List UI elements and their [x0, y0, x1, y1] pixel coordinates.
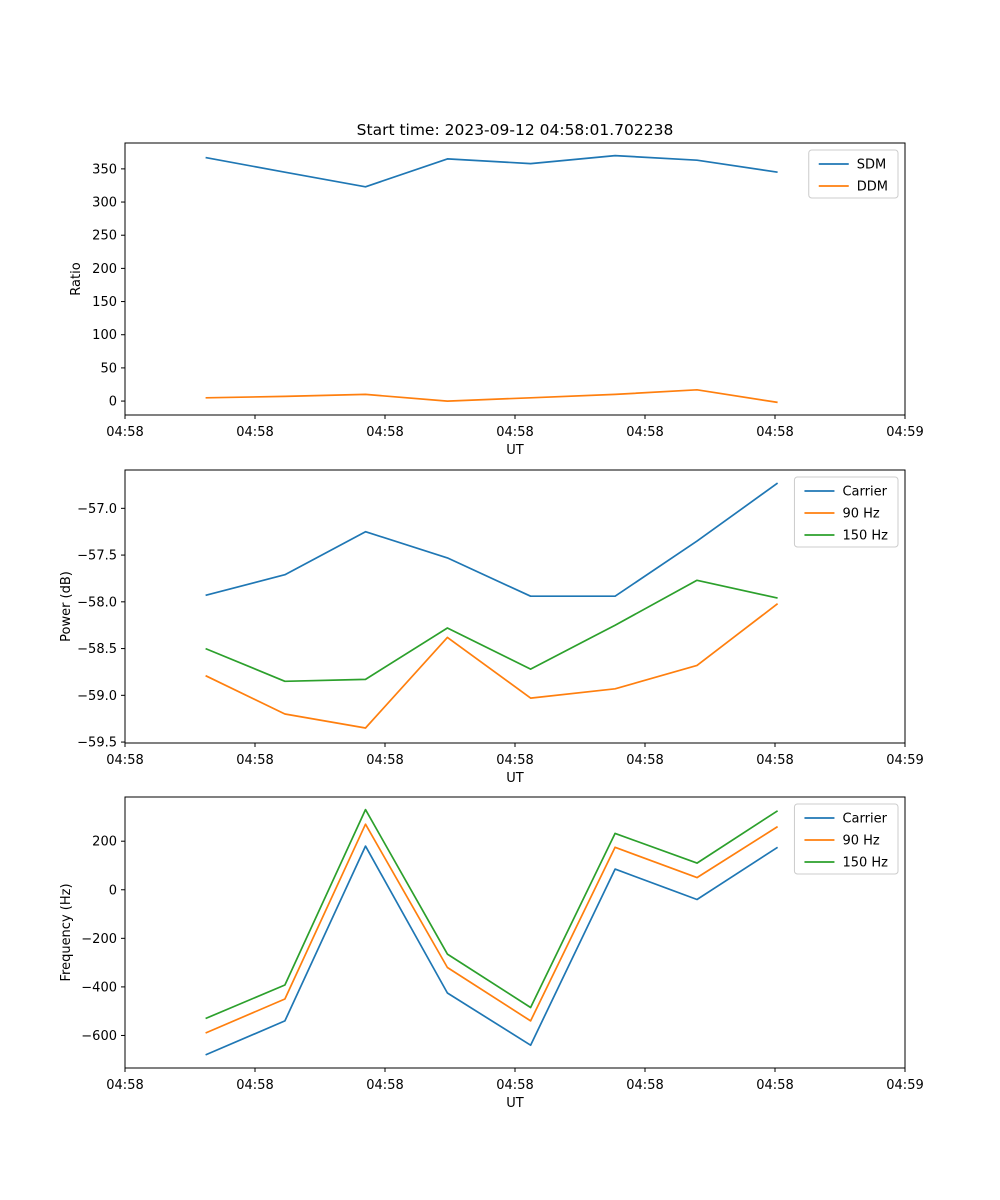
legend: Carrier 90 Hz 150 Hz [793, 476, 899, 548]
x-tick-label: 04:58 [626, 1078, 663, 1093]
150-hz-line [205, 808, 779, 1020]
y-tick-label: 200 [92, 262, 117, 277]
sdm-line [205, 154, 778, 188]
legend-label-90-hz: 90 Hz [842, 834, 879, 849]
axes-frame [124, 469, 906, 744]
y-tick-label: 300 [92, 196, 117, 211]
y-tick-label: −400 [81, 980, 117, 995]
legend-label-carrier: Carrier [842, 485, 887, 500]
y-tick-label: −59.0 [77, 689, 117, 704]
legend-label-90-hz: 90 Hz [842, 507, 879, 522]
x-tick-label: 04:58 [496, 425, 533, 440]
x-tick-label: 04:58 [236, 753, 273, 768]
y-tick-label: 200 [92, 835, 117, 850]
legend-label-150-hz: 150 Hz [842, 856, 888, 871]
90-hz-line [205, 823, 779, 1034]
legend: SDM DDM [808, 149, 899, 199]
x-axis-label: UT [506, 443, 524, 458]
y-axis-label: Ratio [69, 262, 84, 295]
150-hz-line [205, 579, 778, 683]
y-tick-label: 0 [109, 395, 117, 410]
y-tick-label: 0 [109, 883, 117, 898]
subplot-frequency: 04:58 04:58 04:58 04:58 04:58 04:58 04:59 UT −60… [59, 796, 924, 1111]
x-tick-label: 04:58 [106, 425, 143, 440]
y-tick-label: −57.5 [77, 549, 117, 564]
legend-box [793, 476, 899, 548]
y-tick-label: −600 [81, 1029, 117, 1044]
x-tick-label: 04:58 [756, 425, 793, 440]
legend-label-sdm: SDM [857, 158, 886, 173]
y-tick-label: 350 [92, 162, 117, 177]
y-tick-label: 250 [92, 229, 117, 244]
x-tick-label: 04:58 [496, 753, 533, 768]
carrier-line [205, 845, 779, 1056]
x-tick-label: 04:59 [886, 1078, 923, 1093]
x-tick-label: 04:58 [236, 1078, 273, 1093]
y-tick-label: 100 [92, 328, 117, 343]
axes-frame [124, 796, 906, 1069]
x-tick-label: 04:58 [236, 425, 273, 440]
legend-label-ddm: DDM [857, 180, 888, 195]
x-tick-label: 04:58 [106, 753, 143, 768]
legend-box [793, 803, 899, 875]
90-hz-line [205, 603, 779, 729]
ddm-line [205, 388, 778, 404]
x-tick-label: 04:58 [366, 753, 403, 768]
y-tick-label: −200 [81, 932, 117, 947]
x-axis-label: UT [506, 771, 524, 786]
figure-title: Start time: 2023-09-12 04:58:01.702238 [356, 121, 674, 139]
axes-frame [124, 142, 906, 416]
legend: Carrier 90 Hz 150 Hz [793, 803, 899, 875]
legend-label-150-hz: 150 Hz [842, 529, 888, 544]
y-tick-label: −59.5 [77, 736, 117, 751]
y-tick-label: −58.0 [77, 595, 117, 610]
x-tick-label: 04:58 [366, 425, 403, 440]
y-axis-label: Frequency (Hz) [59, 883, 74, 981]
x-tick-label: 04:59 [886, 425, 923, 440]
y-tick-label: 50 [100, 361, 117, 376]
x-tick-label: 04:58 [756, 1078, 793, 1093]
y-tick-label: −57.0 [77, 502, 117, 517]
x-axis-label: UT [506, 1096, 524, 1111]
y-tick-label: −58.5 [77, 642, 117, 657]
x-tick-label: 04:58 [756, 753, 793, 768]
carrier-line [205, 482, 779, 598]
y-axis-label: Power (dB) [59, 571, 74, 642]
y-tick-label: 150 [92, 295, 117, 310]
legend-label-carrier: Carrier [842, 812, 887, 827]
subplot-ratio: 04:58 04:58 04:58 04:58 04:58 04:58 04:59 UT 0 50… [69, 142, 924, 458]
x-tick-label: 04:58 [496, 1078, 533, 1093]
x-tick-label: 04:58 [626, 425, 663, 440]
subplot-power: 04:58 04:58 04:58 04:58 04:58 04:58 04:59 UT −59… [59, 469, 924, 786]
x-tick-label: 04:58 [626, 753, 663, 768]
x-tick-label: 04:58 [106, 1078, 143, 1093]
x-tick-label: 04:58 [366, 1078, 403, 1093]
x-tick-label: 04:59 [886, 753, 923, 768]
